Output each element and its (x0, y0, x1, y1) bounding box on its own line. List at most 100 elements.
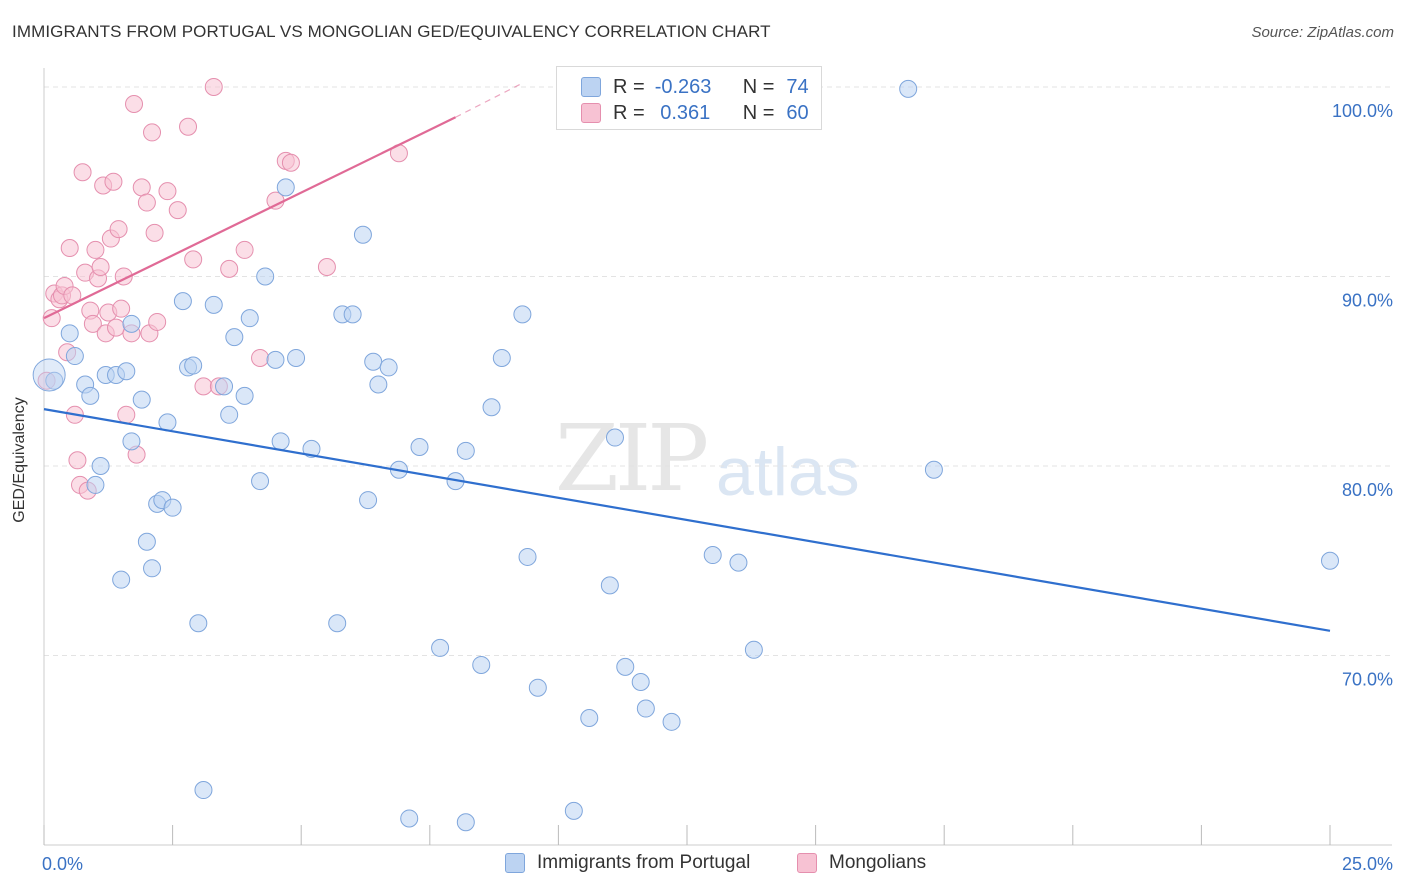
mongolians-point (204, 77, 223, 96)
portugal-point (631, 673, 650, 692)
portugal-point (189, 614, 208, 633)
portugal-point (899, 79, 918, 98)
portugal-point (65, 347, 84, 366)
mongolians-point (317, 257, 336, 276)
portugal-point (122, 432, 141, 451)
portugal-point (703, 546, 722, 565)
mongolians-point (132, 178, 151, 197)
portugal-point (225, 328, 244, 347)
n-value: 74 (786, 75, 809, 98)
trend-lines (43, 82, 1331, 632)
portugal-point (353, 225, 372, 244)
portugal-point (271, 432, 290, 451)
portugal-point (132, 390, 151, 409)
mongolians-point (107, 318, 126, 337)
portugal-point (636, 699, 655, 718)
portugal-point (456, 813, 475, 832)
n-value: 60 (786, 101, 809, 124)
mongolians-point (117, 405, 136, 424)
portugal-point (924, 460, 943, 479)
mongolians-point (83, 314, 102, 333)
y-tick-label: 100.0% (1332, 101, 1393, 121)
n-label: N = (742, 75, 775, 98)
portugal-point (266, 350, 285, 369)
portugal-point (251, 472, 270, 491)
portugal-point (220, 405, 239, 424)
portugal-point (564, 801, 583, 820)
legend-item-portugal: Immigrants from Portugal (505, 852, 750, 874)
axes (43, 68, 1392, 846)
portugal-point (184, 356, 203, 375)
portugal-point (369, 375, 388, 394)
portugal-point (1321, 551, 1339, 570)
portugal-point (240, 309, 259, 328)
portugal-point (518, 547, 537, 566)
portugal-point (482, 398, 501, 417)
portugal-point (364, 352, 383, 371)
portugal-point (235, 386, 254, 405)
mongolians-point (68, 451, 87, 470)
portugal-points (32, 79, 1339, 832)
mongolians-point (145, 223, 164, 242)
portugal-point (276, 178, 295, 197)
portugal-point (86, 475, 105, 494)
mongolians-point (91, 257, 110, 276)
mongolians-point (86, 240, 105, 259)
mongolians-point (168, 201, 187, 220)
mongolians-point (148, 312, 167, 331)
r-value: 0.361 (654, 101, 711, 124)
portugal-point (302, 439, 321, 458)
stats-row-mongolians: R = 0.361 N = 60 (581, 100, 809, 126)
chart-title: IMMIGRANTS FROM PORTUGAL VS MONGOLIAN GE… (12, 22, 771, 41)
mongolians-trend-line (43, 116, 457, 320)
x-tick-label: 0.0% (42, 854, 83, 874)
mongolians-point (42, 309, 61, 328)
portugal-point (204, 295, 223, 314)
mongolians-points (37, 77, 408, 500)
portugal-point (163, 498, 182, 517)
portugal-point (328, 614, 347, 633)
portugal-point (492, 348, 511, 367)
mongolians-point (235, 240, 254, 259)
series-legend: Immigrants from Portugal Mongolians (0, 852, 1406, 878)
portugal-point (605, 428, 624, 447)
portugal-point (122, 314, 141, 333)
portugal-point (662, 712, 681, 731)
portugal-point (744, 640, 763, 659)
mongolians-point (194, 377, 213, 396)
watermark-zip: ZIP (555, 405, 709, 512)
portugal-point (513, 305, 532, 324)
mongolians-point (104, 172, 123, 191)
portugal-point (112, 570, 131, 589)
portugal-point (379, 358, 398, 377)
source-label: Source: ZipAtlas.com (1251, 24, 1394, 41)
portugal-point (173, 292, 192, 311)
portugal-point (359, 491, 378, 510)
mongolians-point (125, 95, 144, 114)
portugal-point (410, 438, 429, 457)
mongolians-swatch (581, 103, 601, 123)
portugal-point (60, 324, 79, 343)
tick-labels: 70.0% 80.0% 90.0% 100.0% 0.0% 25.0% (42, 101, 1393, 874)
portugal-point (91, 456, 110, 475)
portugal-point (45, 371, 64, 390)
portugal-point (600, 576, 619, 595)
mongolians-point (179, 117, 198, 136)
portugal-point (729, 553, 748, 572)
portugal-point (117, 362, 136, 381)
mongolians-point (109, 220, 128, 239)
mongolians-point (251, 348, 270, 367)
mongolians-point (281, 153, 300, 172)
portugal-swatch (581, 77, 601, 97)
mongolians-trend-extension (455, 82, 523, 118)
portugal-point (616, 657, 635, 676)
r-value: -0.263 (654, 75, 712, 98)
portugal-trend-line (43, 408, 1331, 632)
portugal-point (343, 305, 362, 324)
legend-label-portugal: Immigrants from Portugal (537, 852, 751, 873)
r-label: R = (613, 101, 645, 124)
portugal-point (528, 678, 547, 697)
portugal-point (215, 377, 234, 396)
watermark-atlas: atlas (716, 434, 860, 510)
